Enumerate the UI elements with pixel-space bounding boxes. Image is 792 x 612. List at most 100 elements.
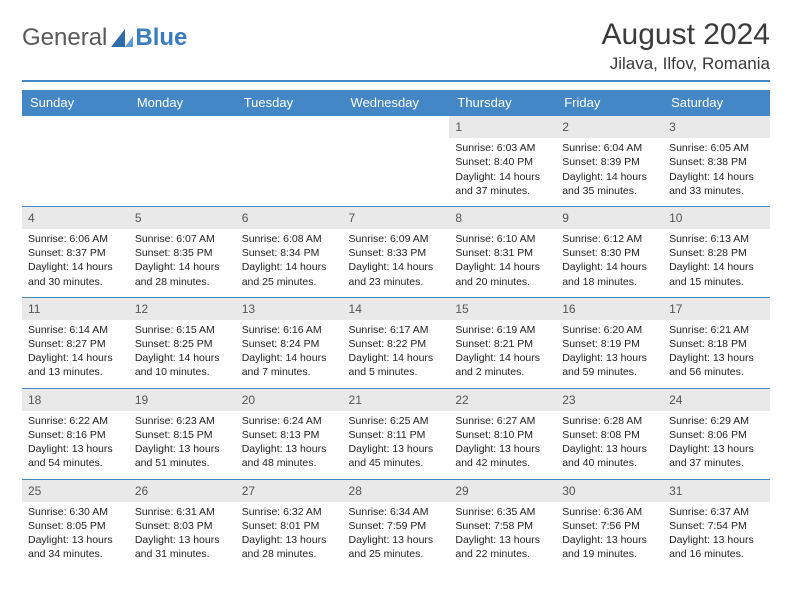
day-number: 24	[663, 389, 770, 411]
location-text: Jilava, Ilfov, Romania	[602, 54, 770, 74]
day-number: 31	[663, 480, 770, 502]
day-number: 20	[236, 389, 343, 411]
calendar-week-row: 11Sunrise: 6:14 AMSunset: 8:27 PMDayligh…	[22, 297, 770, 388]
calendar-cell: 25Sunrise: 6:30 AMSunset: 8:05 PMDayligh…	[22, 479, 129, 569]
day-details: Sunrise: 6:07 AMSunset: 8:35 PMDaylight:…	[129, 229, 236, 297]
weekday-header: Monday	[129, 90, 236, 116]
day-details: Sunrise: 6:03 AMSunset: 8:40 PMDaylight:…	[449, 138, 556, 206]
calendar-cell: 2Sunrise: 6:04 AMSunset: 8:39 PMDaylight…	[556, 116, 663, 207]
day-details: Sunrise: 6:34 AMSunset: 7:59 PMDaylight:…	[343, 502, 450, 570]
calendar-cell: 22Sunrise: 6:27 AMSunset: 8:10 PMDayligh…	[449, 388, 556, 479]
day-details: Sunrise: 6:30 AMSunset: 8:05 PMDaylight:…	[22, 502, 129, 570]
day-number: 23	[556, 389, 663, 411]
calendar-cell: 19Sunrise: 6:23 AMSunset: 8:15 PMDayligh…	[129, 388, 236, 479]
day-details: Sunrise: 6:22 AMSunset: 8:16 PMDaylight:…	[22, 411, 129, 479]
calendar-cell: 13Sunrise: 6:16 AMSunset: 8:24 PMDayligh…	[236, 297, 343, 388]
calendar-body: ........1Sunrise: 6:03 AMSunset: 8:40 PM…	[22, 116, 770, 570]
calendar-cell: 6Sunrise: 6:08 AMSunset: 8:34 PMDaylight…	[236, 206, 343, 297]
weekday-header: Tuesday	[236, 90, 343, 116]
day-number: 2	[556, 116, 663, 138]
title-block: August 2024 Jilava, Ilfov, Romania	[602, 18, 770, 74]
weekday-header: Wednesday	[343, 90, 450, 116]
calendar-week-row: 18Sunrise: 6:22 AMSunset: 8:16 PMDayligh…	[22, 388, 770, 479]
calendar-cell: 16Sunrise: 6:20 AMSunset: 8:19 PMDayligh…	[556, 297, 663, 388]
calendar-cell: 21Sunrise: 6:25 AMSunset: 8:11 PMDayligh…	[343, 388, 450, 479]
calendar-cell: 7Sunrise: 6:09 AMSunset: 8:33 PMDaylight…	[343, 206, 450, 297]
calendar-cell: 17Sunrise: 6:21 AMSunset: 8:18 PMDayligh…	[663, 297, 770, 388]
day-number: 7	[343, 207, 450, 229]
day-number: 1	[449, 116, 556, 138]
calendar-cell: 11Sunrise: 6:14 AMSunset: 8:27 PMDayligh…	[22, 297, 129, 388]
brand-part1: General	[22, 24, 107, 52]
day-details: Sunrise: 6:32 AMSunset: 8:01 PMDaylight:…	[236, 502, 343, 570]
day-number: 15	[449, 298, 556, 320]
day-number: 28	[343, 480, 450, 502]
day-number: 9	[556, 207, 663, 229]
day-details: Sunrise: 6:20 AMSunset: 8:19 PMDaylight:…	[556, 320, 663, 388]
calendar-cell: 28Sunrise: 6:34 AMSunset: 7:59 PMDayligh…	[343, 479, 450, 569]
logo-triangle-icon	[111, 29, 133, 47]
calendar-cell: 31Sunrise: 6:37 AMSunset: 7:54 PMDayligh…	[663, 479, 770, 569]
month-title: August 2024	[602, 18, 770, 52]
header: General Blue August 2024 Jilava, Ilfov, …	[22, 18, 770, 82]
calendar-cell: 23Sunrise: 6:28 AMSunset: 8:08 PMDayligh…	[556, 388, 663, 479]
day-details: Sunrise: 6:25 AMSunset: 8:11 PMDaylight:…	[343, 411, 450, 479]
day-number: 4	[22, 207, 129, 229]
day-details: Sunrise: 6:05 AMSunset: 8:38 PMDaylight:…	[663, 138, 770, 206]
day-number: 16	[556, 298, 663, 320]
day-details: Sunrise: 6:36 AMSunset: 7:56 PMDaylight:…	[556, 502, 663, 570]
day-details: Sunrise: 6:23 AMSunset: 8:15 PMDaylight:…	[129, 411, 236, 479]
day-details: Sunrise: 6:27 AMSunset: 8:10 PMDaylight:…	[449, 411, 556, 479]
day-number: 19	[129, 389, 236, 411]
day-details: Sunrise: 6:21 AMSunset: 8:18 PMDaylight:…	[663, 320, 770, 388]
day-details: Sunrise: 6:06 AMSunset: 8:37 PMDaylight:…	[22, 229, 129, 297]
calendar-cell: ..	[343, 116, 450, 207]
day-number: 25	[22, 480, 129, 502]
day-number: 14	[343, 298, 450, 320]
calendar-week-row: 4Sunrise: 6:06 AMSunset: 8:37 PMDaylight…	[22, 206, 770, 297]
calendar-cell: 18Sunrise: 6:22 AMSunset: 8:16 PMDayligh…	[22, 388, 129, 479]
day-number: 13	[236, 298, 343, 320]
day-details: Sunrise: 6:14 AMSunset: 8:27 PMDaylight:…	[22, 320, 129, 388]
day-details: Sunrise: 6:13 AMSunset: 8:28 PMDaylight:…	[663, 229, 770, 297]
weekday-header: Sunday	[22, 90, 129, 116]
day-number: 21	[343, 389, 450, 411]
calendar-week-row: 25Sunrise: 6:30 AMSunset: 8:05 PMDayligh…	[22, 479, 770, 569]
day-details: Sunrise: 6:28 AMSunset: 8:08 PMDaylight:…	[556, 411, 663, 479]
day-details: Sunrise: 6:12 AMSunset: 8:30 PMDaylight:…	[556, 229, 663, 297]
day-details: Sunrise: 6:29 AMSunset: 8:06 PMDaylight:…	[663, 411, 770, 479]
day-number: 18	[22, 389, 129, 411]
calendar-cell: ..	[22, 116, 129, 207]
day-details: Sunrise: 6:31 AMSunset: 8:03 PMDaylight:…	[129, 502, 236, 570]
weekday-header: Friday	[556, 90, 663, 116]
calendar-table: SundayMondayTuesdayWednesdayThursdayFrid…	[22, 90, 770, 569]
day-number: 29	[449, 480, 556, 502]
calendar-cell: 8Sunrise: 6:10 AMSunset: 8:31 PMDaylight…	[449, 206, 556, 297]
calendar-cell: 15Sunrise: 6:19 AMSunset: 8:21 PMDayligh…	[449, 297, 556, 388]
calendar-cell: 27Sunrise: 6:32 AMSunset: 8:01 PMDayligh…	[236, 479, 343, 569]
calendar-week-row: ........1Sunrise: 6:03 AMSunset: 8:40 PM…	[22, 116, 770, 207]
day-number: 8	[449, 207, 556, 229]
day-number: 11	[22, 298, 129, 320]
day-number: 10	[663, 207, 770, 229]
day-number: 5	[129, 207, 236, 229]
calendar-cell: 5Sunrise: 6:07 AMSunset: 8:35 PMDaylight…	[129, 206, 236, 297]
calendar-cell: 4Sunrise: 6:06 AMSunset: 8:37 PMDaylight…	[22, 206, 129, 297]
day-details: Sunrise: 6:37 AMSunset: 7:54 PMDaylight:…	[663, 502, 770, 570]
day-details: Sunrise: 6:19 AMSunset: 8:21 PMDaylight:…	[449, 320, 556, 388]
day-details: Sunrise: 6:04 AMSunset: 8:39 PMDaylight:…	[556, 138, 663, 206]
day-details: Sunrise: 6:09 AMSunset: 8:33 PMDaylight:…	[343, 229, 450, 297]
day-number: 3	[663, 116, 770, 138]
calendar-cell: 24Sunrise: 6:29 AMSunset: 8:06 PMDayligh…	[663, 388, 770, 479]
calendar-cell: ..	[129, 116, 236, 207]
weekday-header-row: SundayMondayTuesdayWednesdayThursdayFrid…	[22, 90, 770, 116]
day-number: 6	[236, 207, 343, 229]
day-number: 30	[556, 480, 663, 502]
calendar-cell: 9Sunrise: 6:12 AMSunset: 8:30 PMDaylight…	[556, 206, 663, 297]
brand-part2: Blue	[135, 24, 187, 52]
calendar-cell: ..	[236, 116, 343, 207]
day-details: Sunrise: 6:10 AMSunset: 8:31 PMDaylight:…	[449, 229, 556, 297]
calendar-cell: 10Sunrise: 6:13 AMSunset: 8:28 PMDayligh…	[663, 206, 770, 297]
day-details: Sunrise: 6:15 AMSunset: 8:25 PMDaylight:…	[129, 320, 236, 388]
day-details: Sunrise: 6:24 AMSunset: 8:13 PMDaylight:…	[236, 411, 343, 479]
